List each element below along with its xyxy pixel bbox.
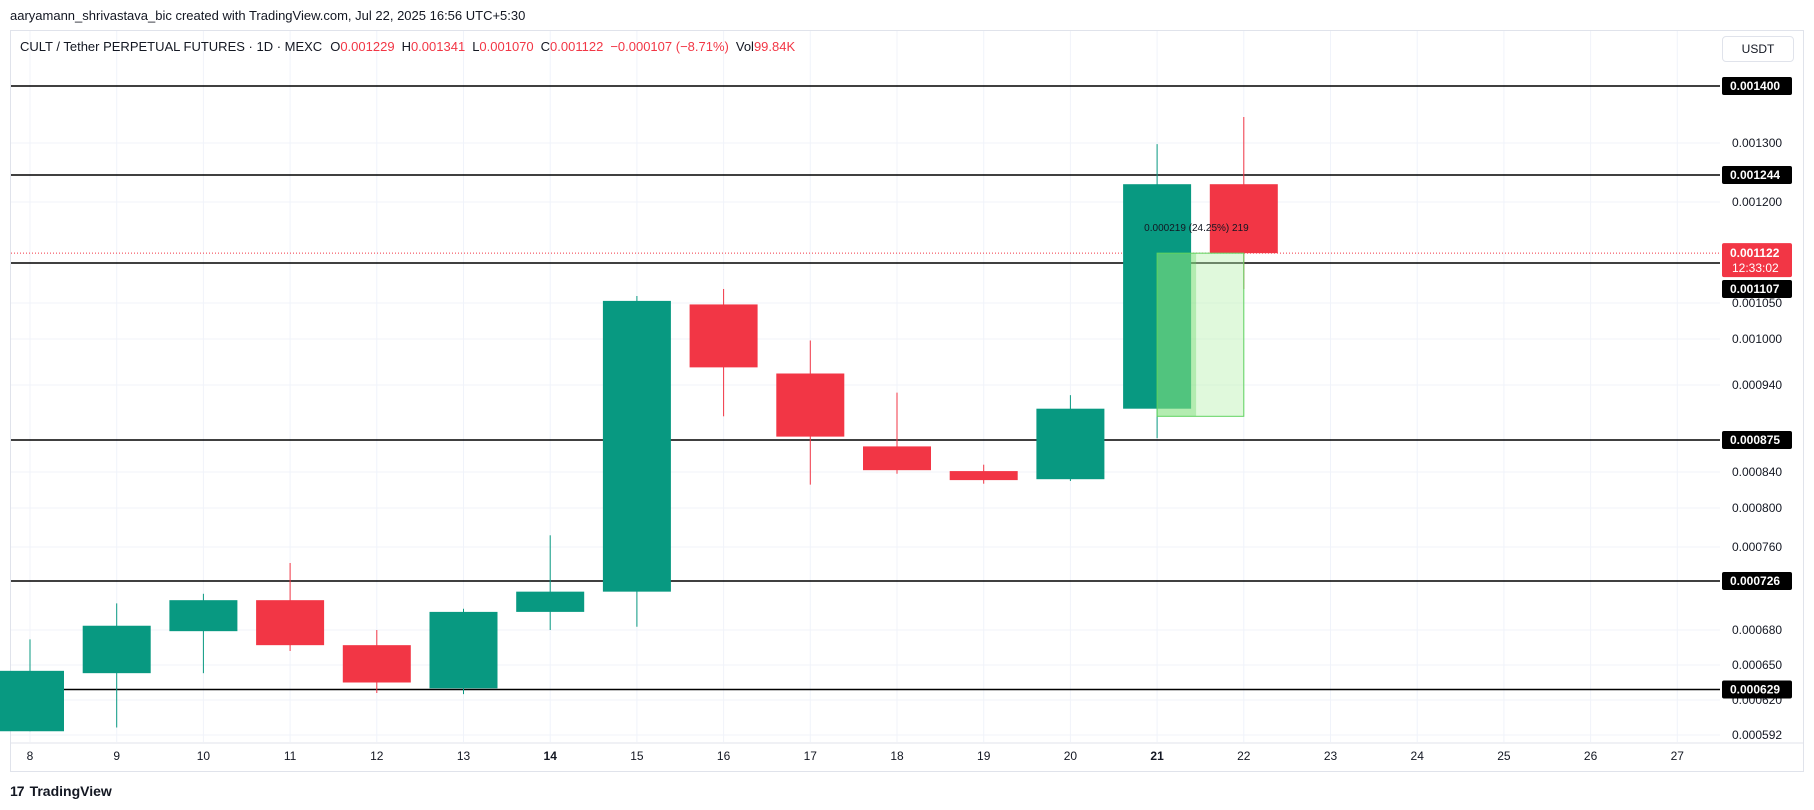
current-price-countdown: 12:33:02: [1732, 261, 1779, 275]
time-tick-label: 25: [1497, 749, 1511, 763]
time-tick-label: 13: [457, 749, 471, 763]
time-tick-label: 23: [1324, 749, 1338, 763]
price-tick-label: 0.001200: [1732, 195, 1782, 209]
level-price-label: 0.001244: [1730, 168, 1780, 182]
symbol-legend: CULT / Tether PERPETUAL FUTURES · 1D · M…: [20, 39, 802, 54]
candle-body: [863, 446, 931, 471]
price-tick-label: 0.001000: [1732, 332, 1782, 346]
tradingview-logo-icon: 17: [10, 783, 25, 799]
level-price-label: 0.001400: [1730, 79, 1780, 93]
candle-body: [0, 670, 64, 732]
open-value: 0.001229: [340, 39, 395, 54]
level-price-label: 0.000875: [1730, 433, 1780, 447]
measure-box: [1156, 252, 1245, 417]
measure-overlay: [1157, 253, 1197, 417]
candle-body: [1209, 184, 1278, 254]
time-tick-label: 20: [1064, 749, 1078, 763]
high-label: H: [401, 39, 411, 54]
time-tick-label: 21: [1150, 749, 1164, 763]
measure-tool: 0.000219 (24.25%) 219: [1144, 223, 1249, 417]
level-price-label: 0.001107: [1730, 282, 1780, 296]
time-tick-label: 27: [1671, 749, 1685, 763]
time-tick-label: 19: [977, 749, 991, 763]
time-tick-label: 11: [284, 749, 297, 763]
close-label: C: [540, 39, 551, 54]
level-price-box: [1722, 431, 1792, 449]
candle-body: [516, 591, 585, 612]
open-label: O: [330, 39, 341, 54]
level-price-box: [1722, 280, 1792, 298]
price-tick-label: 0.000650: [1732, 658, 1782, 672]
volume-value: 99.84K: [753, 39, 796, 54]
candle-body: [776, 373, 845, 437]
level-price-label: 0.000726: [1730, 574, 1780, 588]
measure-label: 0.000219 (24.25%) 219: [1144, 223, 1249, 234]
candle-body: [949, 471, 1018, 481]
grid-lines: [11, 31, 1720, 742]
price-tick-label: 0.000760: [1732, 540, 1782, 554]
price-tick-label: 0.001050: [1732, 296, 1782, 310]
price-tick-label: 0.000840: [1732, 465, 1782, 479]
level-price-box: [1722, 77, 1792, 95]
time-tick-label: 26: [1584, 749, 1598, 763]
time-tick-label: 15: [630, 749, 644, 763]
level-price-box: [1722, 680, 1792, 699]
candle-body: [689, 304, 758, 368]
candle-body: [82, 625, 151, 674]
level-price-box: [1722, 572, 1792, 590]
price-tick-label: 0.000800: [1732, 501, 1782, 515]
volume-label: Vol: [735, 39, 754, 54]
currency-button[interactable]: USDT: [1722, 36, 1794, 62]
chart-caption: aaryamann_shrivastava_bic created with T…: [10, 8, 526, 23]
time-axis: 8 9 10 11 12 13 14 15 16 17 18 19 20 21 22 23 24 25 26 27: [11, 742, 1803, 763]
price-tick-label: 0.001300: [1732, 136, 1782, 150]
time-tick-label: 9: [113, 749, 120, 763]
level-price-box: [1722, 166, 1792, 184]
chart-frame: [10, 30, 1804, 772]
candle-body: [1036, 408, 1105, 480]
time-tick-label: 24: [1411, 749, 1425, 763]
level-price-label: 0.000629: [1730, 683, 1780, 697]
time-tick-label: 10: [197, 749, 211, 763]
level-lines: [11, 85, 1720, 691]
price-tick-label: 0.000680: [1732, 623, 1782, 637]
close-value: 0.001122: [550, 39, 604, 54]
high-value: 0.001341: [410, 39, 466, 54]
price-axis: 0.001300 0.001200 0.001050 0.001000 0.000940…: [1722, 77, 1792, 742]
current-price-label: 0.001122: [1730, 246, 1780, 260]
tradingview-logo[interactable]: 17 TradingView: [10, 783, 112, 799]
time-tick-label: 12: [370, 749, 384, 763]
time-tick-label: 8: [27, 749, 34, 763]
time-tick-label: 14: [544, 749, 558, 763]
change-value: −0.000107 (−8.71%): [610, 39, 729, 54]
time-tick-label: 22: [1237, 749, 1251, 763]
symbol-name[interactable]: CULT / Tether PERPETUAL FUTURES · 1D · M…: [20, 39, 323, 54]
candle-body: [429, 611, 498, 689]
tradingview-logo-text: TradingView: [29, 783, 112, 799]
time-tick-label: 17: [804, 749, 818, 763]
candle-body: [169, 600, 238, 632]
candle-body: [256, 600, 325, 646]
candle-body: [602, 300, 671, 592]
price-tick-label: 0.000940: [1732, 378, 1782, 392]
time-tick-label: 18: [890, 749, 904, 763]
candle-body: [342, 645, 411, 683]
low-value: 0.001070: [479, 39, 534, 54]
current-price-box: [1722, 243, 1792, 278]
time-tick-label: 16: [717, 749, 731, 763]
low-label: L: [472, 39, 480, 54]
price-tick-label: 0.000592: [1732, 728, 1782, 742]
candles: [0, 117, 1278, 732]
